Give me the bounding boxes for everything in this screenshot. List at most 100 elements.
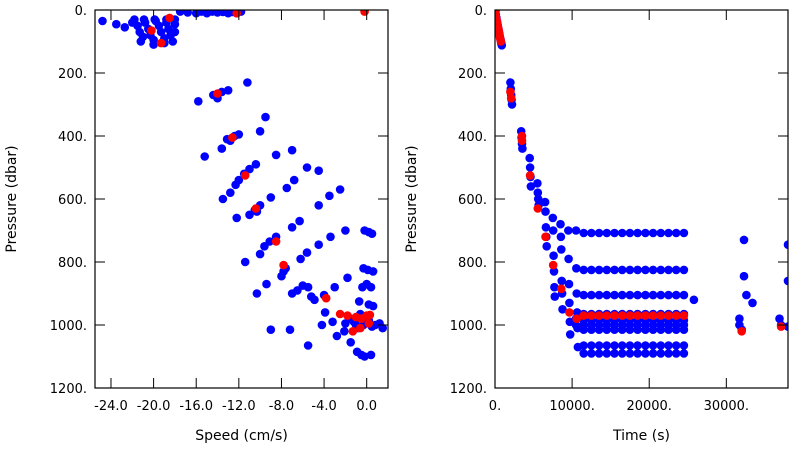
red-data-point — [213, 89, 222, 98]
blue-data-point — [664, 265, 673, 275]
blue-data-point — [739, 235, 749, 245]
red-data-point — [228, 133, 237, 142]
blue-data-point — [346, 338, 356, 347]
blue-data-point — [664, 341, 673, 350]
blue-data-point — [625, 265, 635, 275]
blue-data-point — [368, 267, 378, 276]
red-data-point — [251, 204, 261, 213]
blue-data-point — [303, 282, 313, 292]
blue-data-point — [633, 290, 642, 300]
y-tick-label: 800. — [458, 256, 487, 271]
blue-data-point — [579, 290, 588, 300]
red-data-point — [610, 311, 619, 320]
blue-data-point — [671, 265, 681, 275]
red-data-point — [633, 311, 642, 320]
red-data-point — [671, 311, 681, 320]
blue-data-point — [194, 97, 203, 106]
blue-data-point — [354, 297, 364, 306]
blue-data-point — [303, 341, 313, 350]
blue-data-point — [218, 10, 228, 17]
blue-data-point — [671, 341, 681, 350]
blue-data-point — [320, 308, 330, 317]
blue-data-point — [648, 349, 658, 358]
x-tick-label: 30000. — [704, 399, 750, 414]
blue-data-point — [302, 163, 312, 172]
red-data-point — [648, 311, 658, 320]
red-data-point — [364, 319, 374, 328]
blue-data-point — [341, 319, 350, 328]
data-points — [98, 10, 388, 361]
red-data-point — [656, 311, 666, 320]
blue-data-point — [266, 193, 276, 202]
blue-data-point — [223, 86, 233, 95]
blue-data-point — [602, 325, 612, 335]
y-tick-label: 200. — [58, 67, 87, 82]
blue-data-point — [282, 183, 292, 193]
blue-data-point — [671, 325, 681, 335]
blue-data-point — [625, 228, 635, 238]
blue-data-point — [271, 150, 281, 160]
red-data-point — [506, 93, 516, 103]
blue-data-point — [550, 292, 560, 301]
x-tick-label: 20000. — [626, 399, 672, 414]
red-data-point — [165, 13, 174, 23]
blue-data-point — [266, 325, 276, 335]
blue-data-point — [183, 10, 192, 17]
blue-data-point — [526, 182, 536, 191]
blue-data-point — [610, 325, 619, 335]
blue-data-point — [633, 325, 642, 335]
blue-data-point — [610, 265, 619, 275]
x-tick-label: -20.0 — [137, 399, 171, 414]
blue-data-point — [579, 341, 588, 350]
blue-data-point — [287, 145, 297, 155]
blue-data-point — [136, 37, 146, 46]
blue-data-point — [564, 226, 573, 235]
blue-data-point — [648, 325, 658, 335]
blue-data-point — [625, 325, 635, 335]
blue-data-point — [330, 282, 340, 292]
y-tick-label: 1000. — [50, 319, 87, 334]
blue-data-point — [671, 228, 681, 238]
y-tick-label: 1200. — [50, 382, 87, 397]
red-data-point — [517, 136, 527, 145]
blue-data-point — [314, 166, 324, 175]
blue-data-point — [314, 201, 324, 210]
blue-data-point — [656, 290, 666, 300]
blue-data-point — [783, 276, 788, 286]
blue-data-point — [664, 325, 673, 335]
blue-data-point — [579, 349, 588, 358]
red-data-point — [565, 308, 574, 317]
blue-data-point — [287, 223, 297, 232]
y-tick-label: 400. — [458, 130, 487, 145]
blue-data-point — [587, 341, 596, 350]
blue-data-point — [262, 279, 271, 289]
time-pressure-panel: 0.200.400.600.800.1000.1200.0. 10000. 2000… — [404, 4, 789, 444]
blue-data-point — [664, 228, 673, 238]
blue-data-point — [549, 267, 559, 276]
blue-data-point — [610, 228, 619, 238]
blue-data-point — [310, 295, 319, 305]
blue-data-point — [343, 273, 352, 283]
red-data-point — [533, 204, 543, 213]
red-data-point — [240, 171, 250, 180]
blue-data-point — [648, 265, 658, 275]
blue-data-point — [234, 175, 244, 185]
blue-data-point — [594, 265, 604, 275]
blue-data-point — [594, 341, 604, 350]
blue-data-point — [587, 290, 596, 300]
blue-data-point — [656, 228, 666, 238]
red-data-point — [156, 38, 166, 48]
blue-data-point — [617, 228, 627, 238]
blue-data-point — [506, 78, 515, 87]
blue-data-point — [168, 37, 178, 46]
blue-data-point — [671, 290, 681, 300]
blue-data-point — [594, 290, 604, 300]
y-axis-title: Pressure (dbar) — [404, 145, 420, 252]
blue-data-point — [625, 341, 635, 350]
blue-data-point — [558, 305, 567, 314]
red-data-point — [279, 260, 288, 270]
blue-data-point — [748, 298, 757, 308]
blue-data-point — [378, 323, 388, 333]
blue-data-point — [541, 223, 551, 232]
